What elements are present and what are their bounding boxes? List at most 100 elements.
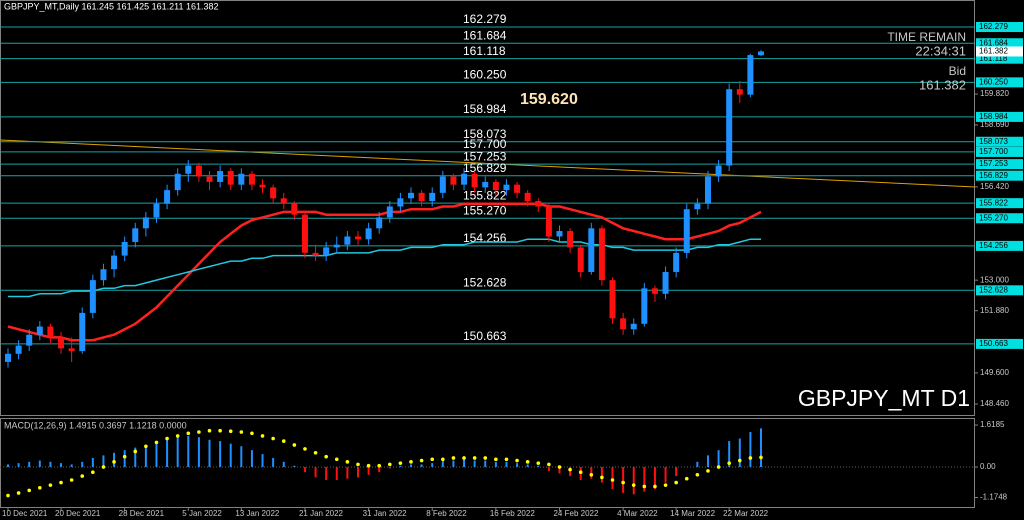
level-box — [976, 170, 1023, 181]
y-tick-label: 148.460 — [980, 399, 1009, 408]
candle-body — [79, 312, 86, 352]
level-box — [976, 146, 1023, 157]
candle-body — [291, 203, 298, 215]
candle-body — [206, 176, 213, 182]
levels: 162.279 161.684 161.118 160.250 158.984 158.0… — [0, 12, 975, 345]
level-box — [976, 213, 1023, 224]
time-remain-label: TIME REMAIN — [887, 30, 966, 44]
macd-signal-dot — [69, 478, 74, 482]
ma-cyan — [8, 238, 761, 298]
macd-signal-dot — [377, 463, 381, 468]
candle-body — [344, 236, 351, 245]
candle-body — [164, 190, 171, 204]
candle-body — [15, 345, 22, 354]
candle-body — [365, 228, 372, 240]
candle-body — [270, 187, 277, 199]
candle-body — [47, 326, 54, 338]
x-tick-label: 8 Feb 2022 — [426, 509, 467, 518]
level-box-label: 161.684 — [979, 38, 1008, 47]
candle-body — [238, 173, 245, 185]
macd-signal-dot — [16, 491, 21, 495]
macd: 1.6185 0.00 -1.1748 — [0, 420, 1008, 502]
macd-signal-dot — [313, 450, 318, 455]
macd-signal-dot — [494, 457, 498, 462]
candle-body — [217, 171, 224, 182]
macd-signal-dot — [228, 429, 233, 434]
level-label: 161.118 — [463, 44, 506, 58]
candles — [5, 50, 764, 368]
candle-body — [450, 176, 457, 185]
candle-body — [323, 247, 330, 256]
price-axis: 148.460 149.600 151.880 153.000 156.420 158.6… — [975, 22, 1023, 408]
bid-box — [976, 46, 1023, 57]
candle-body — [312, 252, 319, 256]
macd-signal-dot — [472, 456, 477, 460]
level-box-label: 155.270 — [979, 213, 1008, 222]
macd-signal-dot — [366, 463, 371, 468]
level-box-label: 162.279 — [979, 22, 1008, 31]
macd-signal-dot — [154, 440, 159, 445]
level-box — [976, 22, 1023, 33]
level-box-label: 150.663 — [979, 339, 1008, 348]
candle-body — [301, 214, 308, 253]
main-panel-frame — [0, 0, 975, 416]
level-box-label: 158.073 — [979, 137, 1008, 146]
candle-body — [397, 198, 404, 207]
level-label: 150.663 — [463, 329, 507, 343]
level-box — [976, 285, 1023, 296]
macd-signal-dot — [759, 455, 763, 460]
candle-body — [673, 252, 680, 272]
macd-signal-dot — [663, 483, 668, 487]
macd-signal-dot — [547, 462, 551, 467]
macd-signal-dot — [748, 456, 753, 460]
candle-body — [227, 171, 234, 185]
macd-signal-dot — [303, 447, 307, 451]
macd-signal-dot — [250, 431, 254, 436]
level-box — [976, 159, 1023, 170]
x-tick-label: 31 Jan 2022 — [363, 509, 408, 518]
macd-signal-dot — [610, 478, 615, 482]
level-label: 157.700 — [463, 137, 507, 151]
macd-signal-dot — [430, 457, 435, 462]
candle-body — [545, 206, 552, 237]
candle-body — [259, 184, 266, 188]
candle-body — [58, 337, 65, 349]
candle-body — [704, 176, 711, 204]
macd-signal-dot — [218, 428, 222, 433]
level-box — [976, 198, 1023, 209]
candle-body — [121, 241, 128, 256]
macd-signal-dot — [59, 480, 63, 485]
candle-body — [376, 217, 383, 229]
macd-signal-dot — [451, 456, 456, 460]
level-label: 155.270 — [463, 203, 507, 217]
macd-signal-dot — [186, 431, 191, 436]
macd-signal-dot — [737, 458, 742, 463]
macd-signal-dot — [684, 476, 689, 481]
candle-body — [5, 353, 11, 362]
candle-body — [195, 165, 202, 177]
candle-body — [36, 326, 43, 335]
candle-body — [153, 203, 160, 218]
level-box-label: 161.118 — [979, 54, 1008, 63]
candle-body — [535, 201, 542, 207]
candle-body — [588, 228, 595, 272]
level-box-label: 152.628 — [979, 285, 1008, 294]
level-label: 152.628 — [463, 275, 507, 289]
bid-label: Bid — [949, 64, 966, 78]
y-tick-label: 153.000 — [980, 275, 1009, 284]
level-box-label: 154.256 — [979, 241, 1008, 250]
candle-body — [174, 173, 181, 191]
y-tick-label: 156.420 — [980, 182, 1009, 191]
x-tick-label: 13 Jan 2022 — [235, 509, 280, 518]
y-tick-label: 149.600 — [980, 368, 1009, 377]
macd-signal-dot — [600, 475, 604, 480]
level-label: 157.253 — [463, 149, 507, 163]
macd-signal-dot — [504, 457, 509, 462]
level-box — [976, 240, 1023, 251]
candle-body — [439, 176, 446, 193]
macd-signal-dot — [419, 458, 424, 463]
macd-signal-dot — [133, 449, 138, 454]
macd-signal-dot — [578, 470, 583, 475]
candle-body — [280, 198, 287, 204]
x-tick-label: 5 Jan 2022 — [182, 509, 222, 518]
